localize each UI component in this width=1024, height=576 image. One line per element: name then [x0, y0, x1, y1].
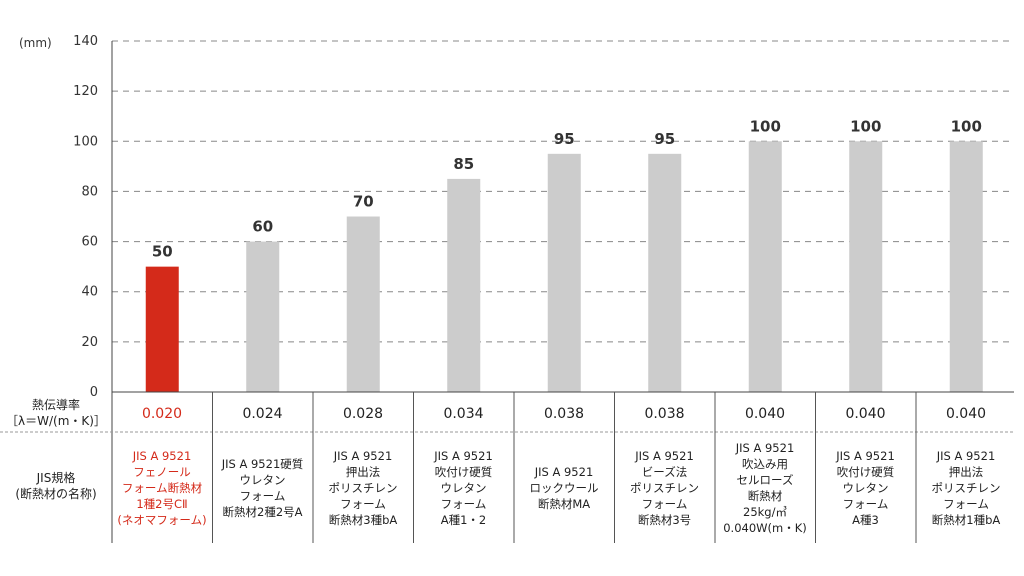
insulation-name-line: JIS A 9521	[936, 449, 996, 463]
insulation-name-line: フォーム	[440, 497, 487, 511]
jis-header-sub: (断熱材の名称)	[15, 487, 97, 501]
y-axis-ticks: 0 20 40 60 80 100 120 140	[73, 34, 98, 400]
insulation-name-line: セルローズ	[736, 473, 794, 487]
y-tick-label: 100	[73, 134, 98, 149]
conductivity-cell: 0.024	[242, 406, 283, 422]
insulation-name-line: フェノール	[133, 465, 191, 479]
y-tick-label: 80	[81, 184, 98, 199]
conductivity-cell: 0.038	[644, 406, 685, 422]
insulation-name-line: フォーム	[340, 497, 386, 511]
conductivity-header-line: 熱伝導率	[31, 398, 80, 412]
bar-value-label: 60	[252, 218, 273, 236]
bar-value-label: 100	[750, 117, 781, 135]
bar	[949, 141, 983, 392]
bar-value-label: 95	[654, 130, 675, 148]
insulation-name-line: フォーム	[641, 497, 688, 511]
conductivity-header-unit: ［λ＝W/(m・K)］	[6, 414, 106, 428]
bar	[648, 153, 682, 392]
conductivity-cell: 0.034	[443, 406, 484, 422]
insulation-name-line: フォーム断熱材	[121, 481, 203, 495]
insulation-name-line: ポリスチレン	[328, 481, 398, 495]
y-tick-label: 40	[81, 285, 98, 300]
insulation-name-line: 吹付け硬質	[836, 465, 895, 479]
conductivity-cell: 0.040	[845, 406, 886, 422]
insulation-name-line: ロックウール	[529, 481, 599, 495]
y-tick-label: 60	[81, 235, 98, 250]
insulation-name-line: 断熱材MA	[537, 497, 591, 511]
insulation-name-cell: JIS A 9521 押出法ポリスチレン フォーム断熱材1種bA	[916, 448, 1016, 528]
bar-value-label: 100	[850, 117, 881, 135]
conductivity-row-header: 熱伝導率 ［λ＝W/(m・K)］	[0, 397, 112, 429]
insulation-name-line: 吹込み用	[742, 457, 788, 471]
insulation-name-line: 断熱材3種bA	[328, 513, 398, 527]
bar	[346, 216, 380, 392]
insulation-name-line: JIS A 9521	[434, 449, 493, 463]
insulation-name-line: 断熱材2種2号A	[222, 505, 303, 519]
bar-value-label: 85	[453, 155, 474, 173]
bar	[748, 141, 782, 392]
y-tick-label: 0	[90, 385, 98, 400]
insulation-name-line: JIS A 9521	[534, 465, 594, 479]
insulation-name-line: ウレタン	[440, 481, 487, 495]
conductivity-cell: 0.038	[543, 406, 585, 422]
conductivity-cell: 0.040	[945, 406, 987, 422]
insulation-name-line: ウレタン	[239, 473, 286, 487]
insulation-name-cell: JIS A 9521 吹付け硬質ウレタンフォーム A種3	[816, 448, 916, 528]
conductivity-cell: 0.040	[744, 406, 786, 422]
insulation-name-cell: JIS A 9521 吹付け硬質ウレタンフォーム A種1・2	[414, 448, 514, 528]
bar	[246, 241, 280, 392]
y-tick-label: 120	[73, 84, 98, 99]
insulation-name-line: フォーム	[943, 497, 989, 511]
insulation-name-line: JIS A 9521	[132, 449, 192, 463]
bar	[145, 266, 179, 392]
insulation-name-line: 断熱材	[747, 489, 783, 503]
insulation-name-line: フォーム	[239, 489, 286, 503]
insulation-name-line: ウレタン	[842, 481, 889, 495]
insulation-name-line: A種1・2	[440, 513, 487, 527]
insulation-name-line: 25kg/㎥	[743, 505, 787, 519]
insulation-name-line: ポリスチレン	[630, 481, 699, 495]
insulation-name-line: JIS A 9521	[635, 449, 694, 463]
insulation-name-line: フォーム	[842, 497, 889, 511]
insulation-name-line: ポリスチレン	[931, 481, 1001, 495]
insulation-name-cell: JIS A 9521 ロックウール 断熱材MA	[514, 464, 614, 512]
conductivity-cell: 0.028	[342, 406, 384, 422]
insulation-name-line: JIS A 9521硬質	[221, 457, 304, 471]
value-labels: 50 60 70 85 95 95 100 100 100	[152, 117, 982, 260]
insulation-name-line: ビーズ法	[641, 465, 688, 479]
conductivity-cell: 0.020	[141, 406, 183, 422]
insulation-name-cell: JIS A 9521 吹込み用セルローズ断熱材 25kg/㎥ 0.040W(m・K)	[715, 440, 815, 536]
insulation-name-line: JIS A 9521	[836, 449, 895, 463]
insulation-name-cell: JIS A 9521 押出法ポリスチレン フォーム断熱材3種bA	[313, 448, 413, 528]
bar	[849, 141, 883, 392]
insulation-name-line: 断熱材3号	[637, 513, 692, 527]
y-tick-label: 20	[81, 335, 98, 350]
insulation-name-line: 1種2号CⅡ	[136, 497, 188, 511]
y-tick-label: 140	[73, 34, 98, 49]
insulation-name-line: 断熱材1種bA	[931, 513, 1001, 527]
bar-value-label: 100	[951, 117, 982, 135]
insulation-name-cell: JIS A 9521 フェノールフォーム断熱材 1種2号CⅡ (ネオマフォーム)	[112, 448, 212, 528]
table-lines	[0, 41, 1014, 543]
bar-value-label: 95	[554, 130, 575, 148]
insulation-name-line: (ネオマフォーム)	[117, 513, 207, 527]
bar-value-label: 70	[353, 193, 374, 211]
bar-value-label: 50	[152, 243, 173, 261]
insulation-name-line: 押出法	[345, 465, 381, 479]
insulation-name-line: A種3	[852, 513, 879, 527]
bar	[447, 178, 481, 392]
jis-header-line: JIS規格	[36, 471, 76, 485]
insulation-name-cell: JIS A 9521 ビーズ法ポリスチレン フォーム断熱材3号	[615, 448, 715, 528]
insulation-name-cell: JIS A 9521硬質 ウレタンフォーム断熱材2種2号A	[213, 456, 313, 520]
jis-row-header: JIS規格 (断熱材の名称)	[0, 470, 112, 502]
bar	[547, 153, 581, 392]
insulation-name-line: JIS A 9521	[735, 441, 795, 455]
insulation-name-line: 0.040W(m・K)	[723, 521, 807, 535]
y-unit-label: (mm)	[19, 36, 52, 50]
bars	[145, 141, 983, 392]
insulation-name-line: 吹付け硬質	[434, 465, 493, 479]
insulation-name-line: JIS A 9521	[333, 449, 393, 463]
insulation-name-line: 押出法	[948, 465, 984, 479]
